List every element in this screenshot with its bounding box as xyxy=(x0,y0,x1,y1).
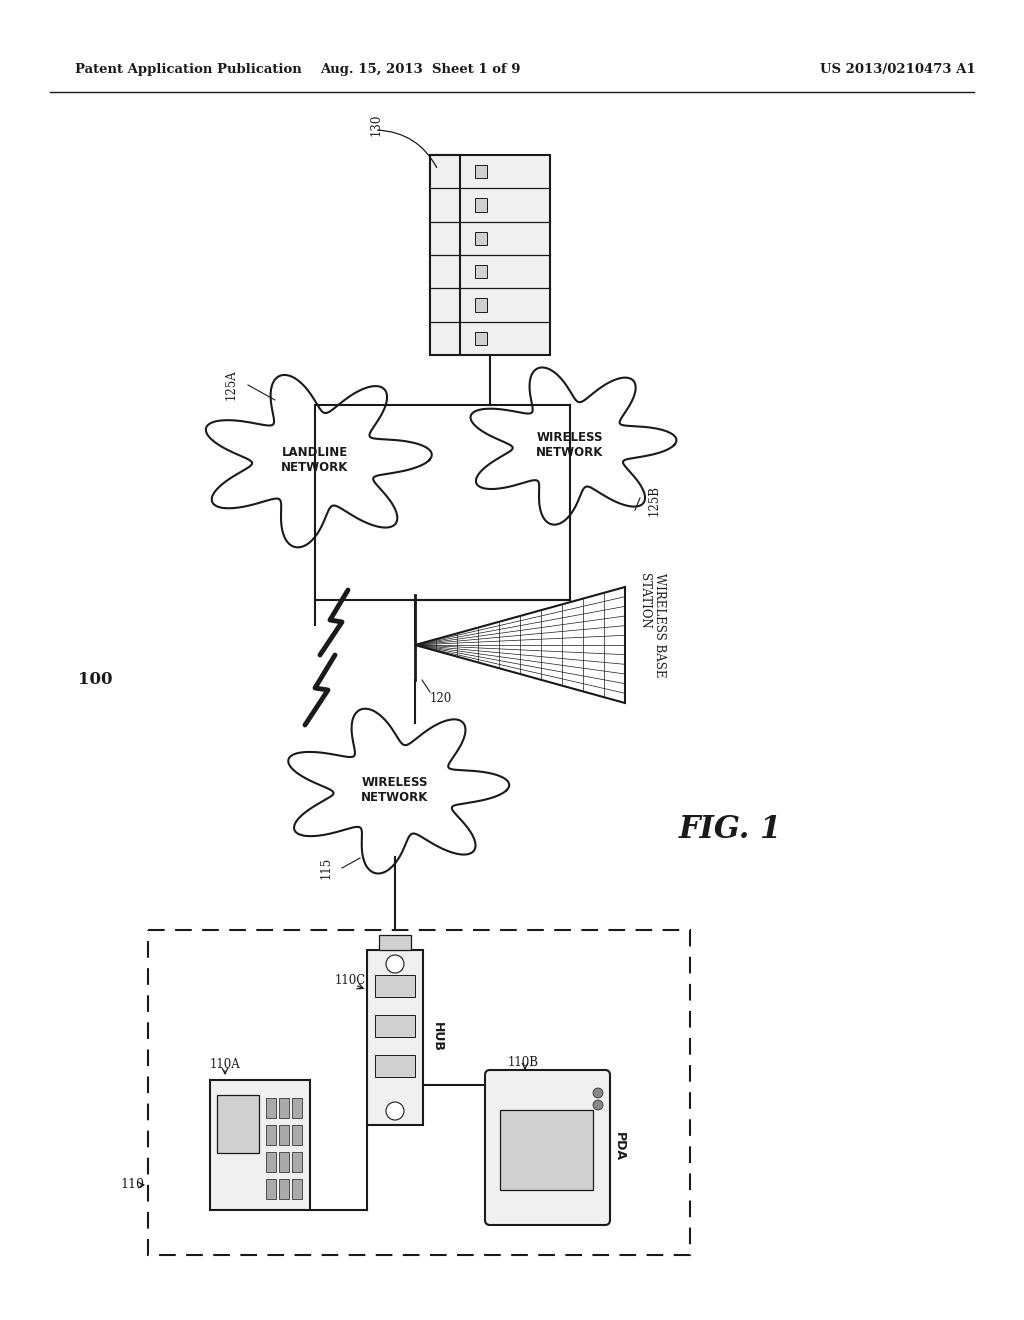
Bar xyxy=(279,1152,289,1172)
Text: 110B: 110B xyxy=(508,1056,539,1068)
Bar xyxy=(475,331,487,345)
Circle shape xyxy=(593,1100,603,1110)
Polygon shape xyxy=(471,367,677,524)
Bar xyxy=(475,298,487,312)
Bar xyxy=(430,154,460,355)
Text: 110: 110 xyxy=(120,1179,144,1192)
Text: WIRELESS
NETWORK: WIRELESS NETWORK xyxy=(361,776,429,804)
Bar xyxy=(292,1152,302,1172)
Bar xyxy=(375,1055,415,1077)
Bar xyxy=(292,1179,302,1199)
Bar xyxy=(475,198,487,211)
Circle shape xyxy=(386,954,404,973)
Bar xyxy=(375,975,415,997)
Polygon shape xyxy=(415,587,625,704)
Text: US 2013/0210473 A1: US 2013/0210473 A1 xyxy=(820,63,976,77)
Bar xyxy=(279,1098,289,1118)
Bar xyxy=(475,165,487,178)
Text: FIG. 1: FIG. 1 xyxy=(678,814,781,846)
Bar xyxy=(266,1152,276,1172)
FancyBboxPatch shape xyxy=(485,1071,610,1225)
Bar xyxy=(375,1015,415,1038)
Polygon shape xyxy=(289,709,509,874)
Text: 125A: 125A xyxy=(225,370,238,400)
Bar xyxy=(475,265,487,279)
Bar xyxy=(266,1098,276,1118)
Text: Patent Application Publication: Patent Application Publication xyxy=(75,63,302,77)
Bar xyxy=(475,232,487,246)
Text: 130: 130 xyxy=(370,114,383,136)
Text: 125B: 125B xyxy=(648,484,662,516)
Text: PDA: PDA xyxy=(612,1133,626,1162)
Text: Aug. 15, 2013  Sheet 1 of 9: Aug. 15, 2013 Sheet 1 of 9 xyxy=(319,63,520,77)
Text: 100: 100 xyxy=(78,672,113,689)
Bar xyxy=(279,1179,289,1199)
Text: 120: 120 xyxy=(430,692,453,705)
Bar xyxy=(279,1125,289,1144)
Bar xyxy=(266,1179,276,1199)
Bar xyxy=(430,154,550,355)
Bar xyxy=(292,1125,302,1144)
Bar xyxy=(148,931,690,1255)
Bar xyxy=(292,1098,302,1118)
Text: HUB: HUB xyxy=(430,1022,443,1052)
Text: 110A: 110A xyxy=(210,1059,241,1072)
Bar xyxy=(379,935,411,950)
Text: LANDLINE
NETWORK: LANDLINE NETWORK xyxy=(282,446,349,474)
Bar xyxy=(266,1125,276,1144)
Bar xyxy=(217,1096,259,1152)
Circle shape xyxy=(593,1088,603,1098)
Text: 115: 115 xyxy=(319,857,333,879)
Text: 110C: 110C xyxy=(335,974,367,986)
Text: WIRELESS
NETWORK: WIRELESS NETWORK xyxy=(537,432,604,459)
Bar xyxy=(210,1080,310,1210)
Polygon shape xyxy=(206,375,432,548)
Text: WIRELESS BASE
STATION: WIRELESS BASE STATION xyxy=(638,573,666,677)
Circle shape xyxy=(386,1102,404,1119)
Bar xyxy=(367,950,423,1125)
Bar xyxy=(500,1110,593,1191)
